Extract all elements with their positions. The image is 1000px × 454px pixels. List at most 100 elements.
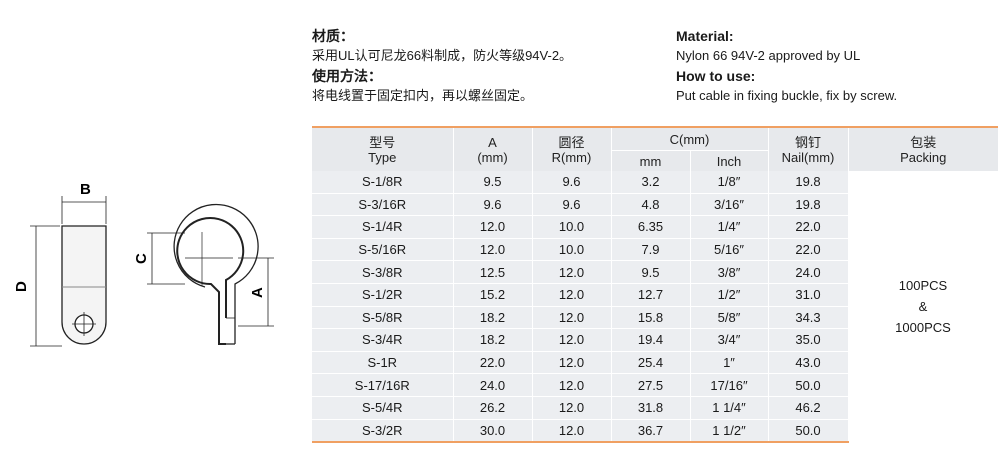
cell-a: 12.0 bbox=[453, 238, 533, 262]
packing-line-3: 1000PCS bbox=[895, 319, 951, 335]
cell-a: 12.5 bbox=[453, 260, 533, 284]
table-row: S-1/8R 9.5 9.6 3.2 1/8″ 19.8 100PCS & 10… bbox=[312, 171, 999, 443]
cell-nail: 34.3 bbox=[768, 306, 849, 330]
cell-c-inch: 1″ bbox=[690, 351, 769, 375]
table-row: S-5/16R 12.0 10.0 7.9 5/16″ 22.0 bbox=[312, 238, 998, 262]
cell-nail: 50.0 bbox=[768, 419, 849, 444]
material-text-cn: 采用UL认可尼龙66料制成，防火等级94V-2。 bbox=[312, 48, 573, 63]
usage-text-cn: 将电线置于固定扣内，再以螺丝固定。 bbox=[312, 88, 534, 103]
cell-c-mm: 3.2 bbox=[611, 171, 691, 194]
cell-r: 12.0 bbox=[532, 260, 612, 284]
cell-c-mm: 31.8 bbox=[611, 396, 691, 420]
cell-nail: 22.0 bbox=[768, 238, 849, 262]
header-c-inch: Inch bbox=[690, 150, 769, 171]
material-title-cn: 材质： bbox=[312, 28, 354, 44]
header-nail-en: Nail(mm) bbox=[781, 149, 835, 165]
header-nail: 钢钉 Nail(mm) bbox=[768, 126, 849, 171]
header-c: C(mm) bbox=[611, 126, 769, 151]
clip-technical-drawing: B D C A bbox=[13, 181, 274, 347]
header-r-en: R(mm) bbox=[551, 149, 592, 165]
cell-r: 12.0 bbox=[532, 306, 612, 330]
cell-r: 12.0 bbox=[532, 373, 612, 397]
header-a-unit: (mm) bbox=[477, 149, 508, 165]
cell-c-inch: 1 1/4″ bbox=[690, 396, 769, 420]
header-type-en: Type bbox=[368, 149, 397, 165]
cell-a: 18.2 bbox=[453, 306, 533, 330]
cell-type: S-3/4R bbox=[312, 328, 454, 352]
cell-c-inch: 1/8″ bbox=[690, 171, 769, 194]
cell-c-inch: 3/16″ bbox=[690, 193, 769, 217]
cell-a: 26.2 bbox=[453, 396, 533, 420]
cell-a: 9.6 bbox=[453, 193, 533, 217]
table-row: S-3/16R 9.6 9.6 4.8 3/16″ 19.8 bbox=[312, 193, 998, 217]
cell-c-mm: 25.4 bbox=[611, 351, 691, 375]
cell-type: S-1/2R bbox=[312, 283, 454, 307]
cell-c-inch: 1/4″ bbox=[690, 215, 769, 239]
cell-c-mm: 36.7 bbox=[611, 419, 691, 444]
cell-c-mm: 15.8 bbox=[611, 306, 691, 330]
cell-r: 9.6 bbox=[532, 193, 612, 217]
dim-label-b: B bbox=[80, 181, 91, 198]
cell-c-inch: 1 1/2″ bbox=[690, 419, 769, 444]
cell-c-inch: 3/8″ bbox=[690, 260, 769, 284]
cell-a: 15.2 bbox=[453, 283, 533, 307]
cell-type: S-1R bbox=[312, 351, 454, 375]
header-r-cn: 圆径 bbox=[558, 134, 585, 150]
cell-type: S-5/16R bbox=[312, 238, 454, 262]
cell-nail: 19.8 bbox=[768, 193, 849, 217]
cell-type: S-3/2R bbox=[312, 419, 454, 444]
cell-r: 10.0 bbox=[532, 215, 612, 239]
cell-r: 12.0 bbox=[532, 419, 612, 444]
cell-nail: 50.0 bbox=[768, 373, 849, 397]
usage-title-en: How to use: bbox=[676, 68, 756, 84]
header-packing-cn: 包装 bbox=[910, 134, 937, 150]
cell-c-mm: 27.5 bbox=[611, 373, 691, 397]
table-row: S-3/4R 18.2 12.0 19.4 3/4″ 35.0 bbox=[312, 328, 998, 352]
cell-c-inch: 3/4″ bbox=[690, 328, 769, 352]
cell-a: 18.2 bbox=[453, 328, 533, 352]
cell-r: 12.0 bbox=[532, 328, 612, 352]
table-row: S-1/2R 15.2 12.0 12.7 1/2″ 31.0 bbox=[312, 283, 998, 307]
table-row: S-1R 22.0 12.0 25.4 1″ 43.0 bbox=[312, 351, 998, 375]
table-row: S-3/8R 12.5 12.0 9.5 3/8″ 24.0 bbox=[312, 260, 998, 284]
material-title-en: Material: bbox=[676, 28, 734, 44]
cell-c-mm: 19.4 bbox=[611, 328, 691, 352]
cell-r: 9.6 bbox=[532, 171, 612, 194]
cell-nail: 24.0 bbox=[768, 260, 849, 284]
cell-a: 9.5 bbox=[453, 171, 533, 194]
cell-type: S-1/8R bbox=[312, 171, 454, 194]
cell-nail: 31.0 bbox=[768, 283, 849, 307]
cell-type: S-3/8R bbox=[312, 260, 454, 284]
cell-r: 12.0 bbox=[532, 351, 612, 375]
cell-r: 12.0 bbox=[532, 396, 612, 420]
header-packing: 包装 Packing bbox=[848, 126, 998, 171]
cell-type: S-5/4R bbox=[312, 396, 454, 420]
cell-c-inch: 5/16″ bbox=[690, 238, 769, 262]
cell-c-inch: 17/16″ bbox=[690, 373, 769, 397]
material-text-en: Nylon 66 94V-2 approved by UL bbox=[676, 48, 861, 63]
usage-title-cn: 使用方法： bbox=[312, 68, 382, 84]
cell-nail: 19.8 bbox=[768, 171, 849, 194]
header-type-cn: 型号 bbox=[369, 134, 396, 150]
cell-r: 12.0 bbox=[532, 283, 612, 307]
header-a: A (mm) bbox=[453, 126, 533, 171]
cell-nail: 22.0 bbox=[768, 215, 849, 239]
usage-text-en: Put cable in fixing buckle, fix by screw… bbox=[676, 88, 898, 103]
cell-c-mm: 6.35 bbox=[611, 215, 691, 239]
cell-c-mm: 12.7 bbox=[611, 283, 691, 307]
dim-label-c: C bbox=[133, 253, 150, 264]
header-nail-cn: 钢钉 bbox=[794, 134, 821, 150]
cell-type: S-3/16R bbox=[312, 193, 454, 217]
cell-r: 10.0 bbox=[532, 238, 612, 262]
cell-c-mm: 9.5 bbox=[611, 260, 691, 284]
header-c-mm: mm bbox=[611, 150, 691, 171]
cell-packing: 100PCS & 1000PCS bbox=[848, 171, 999, 443]
cell-type: S-5/8R bbox=[312, 306, 454, 330]
cell-c-mm: 7.9 bbox=[611, 238, 691, 262]
packing-line-1: 100PCS bbox=[898, 277, 948, 293]
table-row: S-1/4R 12.0 10.0 6.35 1/4″ 22.0 bbox=[312, 215, 998, 239]
table-row: S-3/2R 30.0 12.0 36.7 1 1/2″ 50.0 bbox=[312, 419, 998, 444]
clip-side-view bbox=[176, 217, 245, 345]
packing-line-2: & bbox=[918, 298, 928, 314]
cell-type: S-1/4R bbox=[312, 215, 454, 239]
